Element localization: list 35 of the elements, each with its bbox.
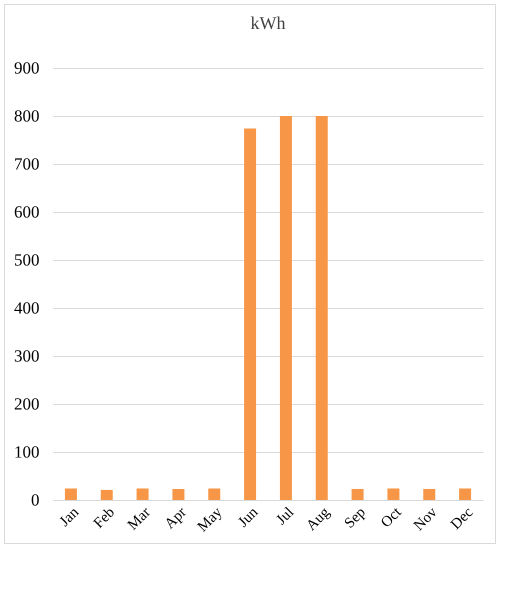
- y-tick-label: 100: [14, 442, 40, 462]
- x-tick-label: Mar: [124, 504, 154, 534]
- x-tick-label: Jun: [235, 504, 262, 531]
- bar: [459, 488, 472, 500]
- bar: [387, 488, 400, 500]
- x-tick-label: Jan: [56, 504, 83, 530]
- y-tick-label: 200: [14, 394, 40, 414]
- bar: [172, 488, 184, 500]
- y-tick-label: 0: [31, 490, 40, 510]
- x-tick-label: Sep: [342, 504, 369, 532]
- y-tick-label: 700: [14, 154, 40, 174]
- bar: [244, 128, 256, 500]
- bar: [316, 116, 328, 500]
- x-tick-label: Apr: [162, 504, 190, 532]
- y-tick-label: 400: [14, 298, 40, 318]
- bar: [136, 488, 149, 500]
- bar: [352, 488, 364, 500]
- x-tick-label: Nov: [410, 504, 441, 534]
- x-tick-label: Aug: [303, 504, 334, 534]
- x-tick-label: Jul: [274, 504, 298, 528]
- x-tick-label: Dec: [448, 504, 477, 533]
- chart-title: kWh: [250, 13, 286, 33]
- x-tick-label: May: [194, 504, 226, 536]
- y-tick-label: 900: [14, 58, 40, 78]
- y-tick-label: 600: [14, 202, 40, 222]
- bar: [423, 488, 436, 500]
- x-tick-label: Feb: [90, 504, 118, 532]
- y-tick-label: 500: [14, 250, 40, 270]
- y-tick-label: 300: [14, 346, 40, 366]
- x-tick-label: Oct: [378, 504, 406, 532]
- bar: [64, 488, 77, 500]
- y-tick-label: 800: [14, 106, 40, 126]
- bar: [100, 490, 113, 500]
- bar: [208, 488, 220, 500]
- bar: [280, 116, 292, 500]
